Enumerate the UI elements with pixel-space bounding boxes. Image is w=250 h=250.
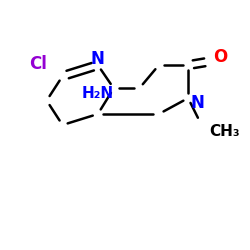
Text: N: N xyxy=(91,50,105,68)
Text: O: O xyxy=(213,48,227,66)
Text: H₂N: H₂N xyxy=(82,86,114,101)
Text: Cl: Cl xyxy=(29,56,47,74)
Text: CH₃: CH₃ xyxy=(209,124,240,138)
Text: N: N xyxy=(191,94,205,112)
